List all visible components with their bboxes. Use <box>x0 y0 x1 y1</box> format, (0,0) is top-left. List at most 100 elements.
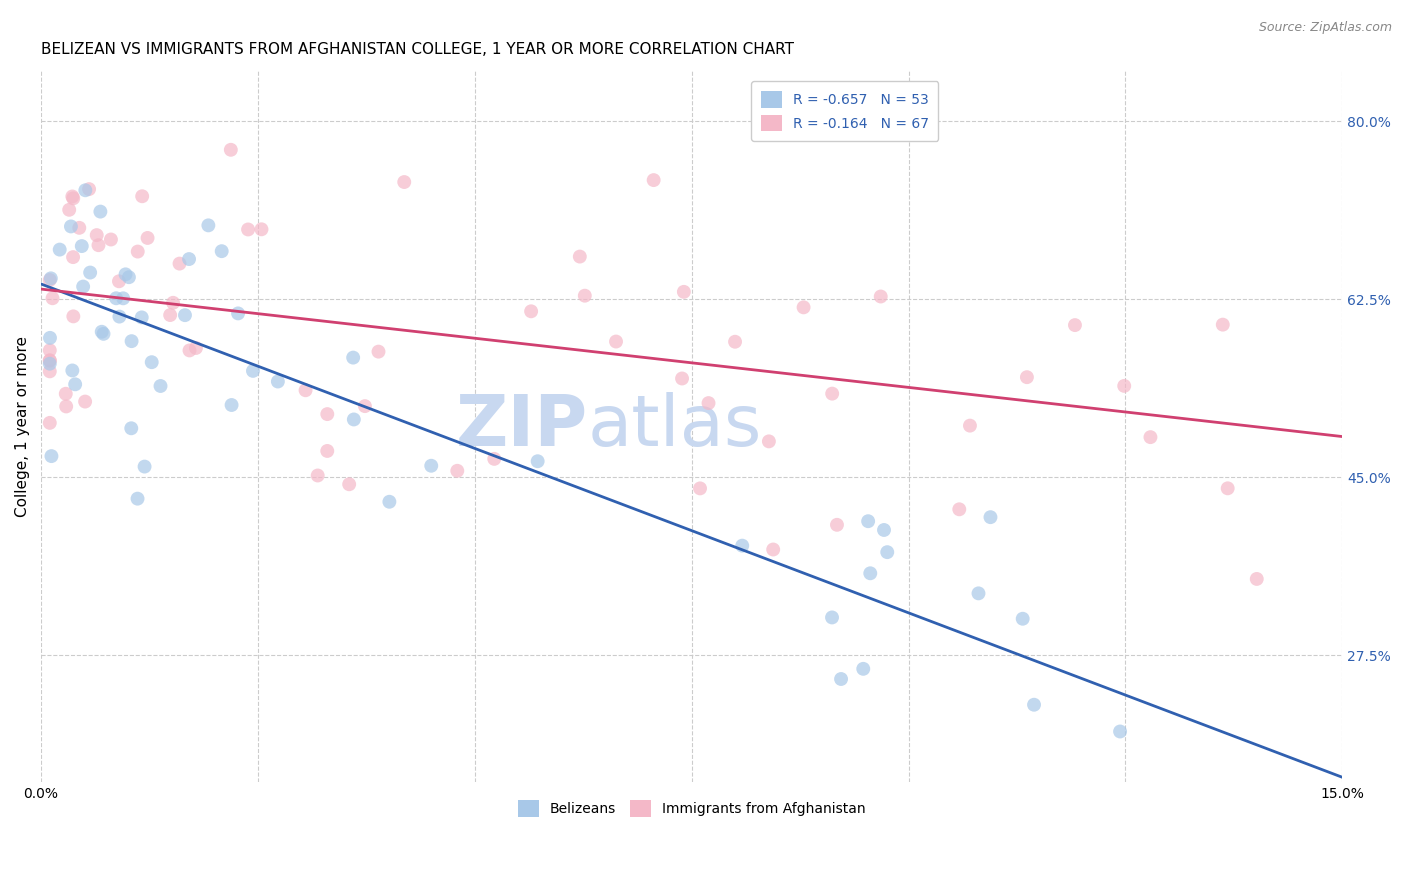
Point <box>821 610 844 624</box>
Point <box>59 219 82 234</box>
Point <box>731 539 754 553</box>
Point <box>55 400 77 414</box>
Point <box>394 175 416 189</box>
Point <box>90 325 112 339</box>
Point <box>120 421 142 435</box>
Point <box>112 291 135 305</box>
Point <box>948 502 970 516</box>
Point <box>856 514 879 528</box>
Point <box>869 289 891 303</box>
Point <box>343 412 366 426</box>
Point <box>169 257 191 271</box>
Point <box>41 449 63 463</box>
Point <box>825 517 848 532</box>
Point <box>724 334 747 349</box>
Point <box>830 672 852 686</box>
Point <box>62 191 84 205</box>
Point <box>121 334 143 348</box>
Point <box>134 459 156 474</box>
Point <box>1064 318 1087 332</box>
Point <box>136 231 159 245</box>
Point <box>60 363 83 377</box>
Text: BELIZEAN VS IMMIGRANTS FROM AFGHANISTAN COLLEGE, 1 YEAR OR MORE CORRELATION CHAR: BELIZEAN VS IMMIGRANTS FROM AFGHANISTAN … <box>41 42 794 57</box>
Point <box>58 202 80 217</box>
Point <box>446 464 468 478</box>
Point <box>758 434 780 449</box>
Point <box>1216 481 1239 495</box>
Point <box>60 189 83 203</box>
Point <box>520 304 543 318</box>
Point <box>697 396 720 410</box>
Point <box>671 371 693 385</box>
Point <box>354 399 377 413</box>
Point <box>859 566 882 581</box>
Point <box>63 377 86 392</box>
Point <box>873 523 896 537</box>
Point <box>174 308 197 322</box>
Point <box>342 351 364 365</box>
Point <box>197 219 219 233</box>
Point <box>1011 612 1033 626</box>
Point <box>184 341 207 355</box>
Point <box>378 495 401 509</box>
Point <box>568 250 591 264</box>
Point <box>118 270 141 285</box>
Point <box>39 331 62 345</box>
Point <box>67 220 90 235</box>
Point <box>316 444 339 458</box>
Point <box>484 451 506 466</box>
Point <box>100 232 122 246</box>
Point <box>959 418 981 433</box>
Point <box>605 334 627 349</box>
Point <box>108 274 131 288</box>
Point <box>89 204 111 219</box>
Point <box>821 386 844 401</box>
Point <box>1246 572 1268 586</box>
Point <box>526 454 548 468</box>
Point <box>689 482 711 496</box>
Point <box>72 279 94 293</box>
Point <box>162 295 184 310</box>
Point <box>131 189 153 203</box>
Point <box>127 491 149 506</box>
Point <box>41 291 63 305</box>
Point <box>1015 370 1038 384</box>
Point <box>793 301 815 315</box>
Point <box>852 662 875 676</box>
Point <box>337 477 360 491</box>
Point <box>574 288 596 302</box>
Point <box>127 244 149 259</box>
Point <box>762 542 785 557</box>
Text: Source: ZipAtlas.com: Source: ZipAtlas.com <box>1258 21 1392 34</box>
Point <box>55 386 77 401</box>
Point <box>1114 379 1136 393</box>
Point <box>179 343 201 358</box>
Point <box>1022 698 1045 712</box>
Point <box>316 407 339 421</box>
Point <box>211 244 233 259</box>
Point <box>1109 724 1132 739</box>
Point <box>141 355 163 369</box>
Point <box>62 250 84 264</box>
Point <box>48 243 70 257</box>
Point <box>1139 430 1161 444</box>
Point <box>219 143 242 157</box>
Point <box>75 183 97 197</box>
Point <box>876 545 898 559</box>
Point <box>159 308 181 322</box>
Point <box>70 239 93 253</box>
Point <box>108 310 131 324</box>
Point <box>38 343 60 358</box>
Point <box>93 326 115 341</box>
Point <box>307 468 329 483</box>
Point <box>1212 318 1234 332</box>
Y-axis label: College, 1 year or more: College, 1 year or more <box>15 336 30 516</box>
Point <box>38 273 60 287</box>
Point <box>77 182 100 196</box>
Point <box>267 375 290 389</box>
Point <box>367 344 389 359</box>
Point <box>236 222 259 236</box>
Point <box>38 353 60 368</box>
Point <box>75 394 97 409</box>
Point <box>226 306 249 320</box>
